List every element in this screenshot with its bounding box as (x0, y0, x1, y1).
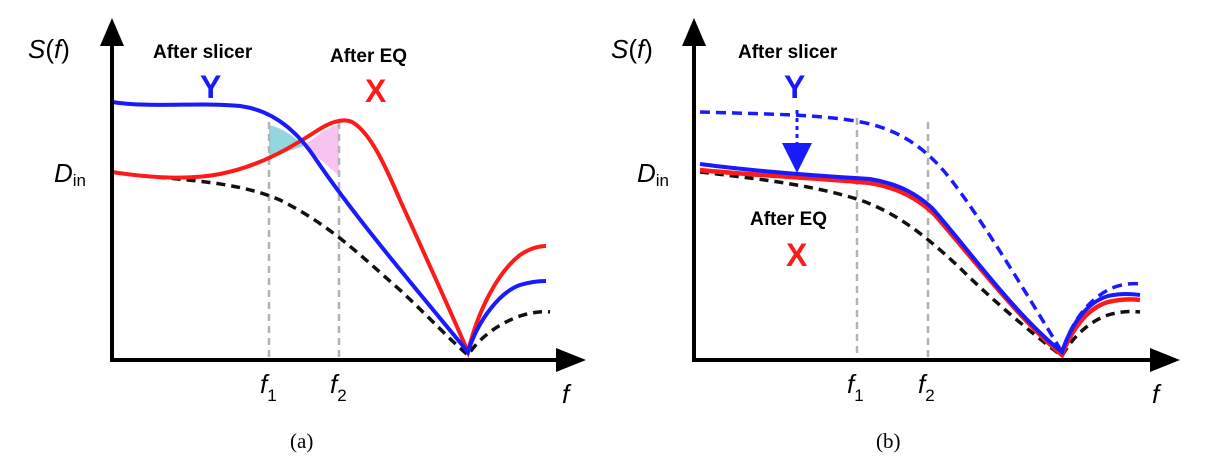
after-eq-label: After EQ (750, 209, 827, 230)
f1-label: f1 (260, 369, 277, 405)
after-slicer-label: After slicer (738, 42, 838, 63)
x-axis-arrowhead (556, 348, 586, 372)
caption-b: (b) (876, 429, 901, 453)
panel-a: S(f) Din f1 f2 f After slicer Y After EQ… (28, 18, 586, 453)
slicer-original-curve (699, 110, 1141, 357)
y-symbol-label: Y (784, 69, 805, 105)
f2-label: f2 (330, 369, 347, 405)
shaded-region-cyan (269, 125, 304, 158)
after-eq-label: After EQ (330, 46, 407, 67)
slicer-output-curve (699, 162, 1141, 356)
y-axis-label: S(f) (611, 34, 653, 64)
d-in-label: Din (637, 158, 669, 190)
input-spectrum-curve (111, 170, 551, 358)
panel-b: S(f) Din f1 f2 f After slicer Y After EQ… (611, 18, 1180, 453)
eq-output-curve (111, 118, 547, 359)
x-axis-label: f (1152, 379, 1162, 409)
slicer-output-curve (111, 100, 547, 357)
y-axis-arrowhead (100, 18, 124, 46)
y-symbol-label: Y (200, 69, 221, 105)
input-spectrum-curve (699, 170, 1141, 359)
caption-a: (a) (290, 429, 313, 453)
y-axis-label: S(f) (28, 34, 70, 64)
x-symbol-label: X (786, 237, 808, 273)
shaded-region-pink (304, 124, 339, 176)
after-slicer-label: After slicer (153, 42, 253, 63)
x-axis-arrowhead (1150, 348, 1180, 372)
f1-label: f1 (847, 369, 864, 405)
y-axis-arrowhead (682, 18, 706, 46)
x-axis-label: f (562, 379, 572, 409)
d-in-label: Din (54, 158, 86, 190)
x-symbol-label: X (365, 73, 387, 109)
f2-label: f2 (918, 369, 935, 405)
